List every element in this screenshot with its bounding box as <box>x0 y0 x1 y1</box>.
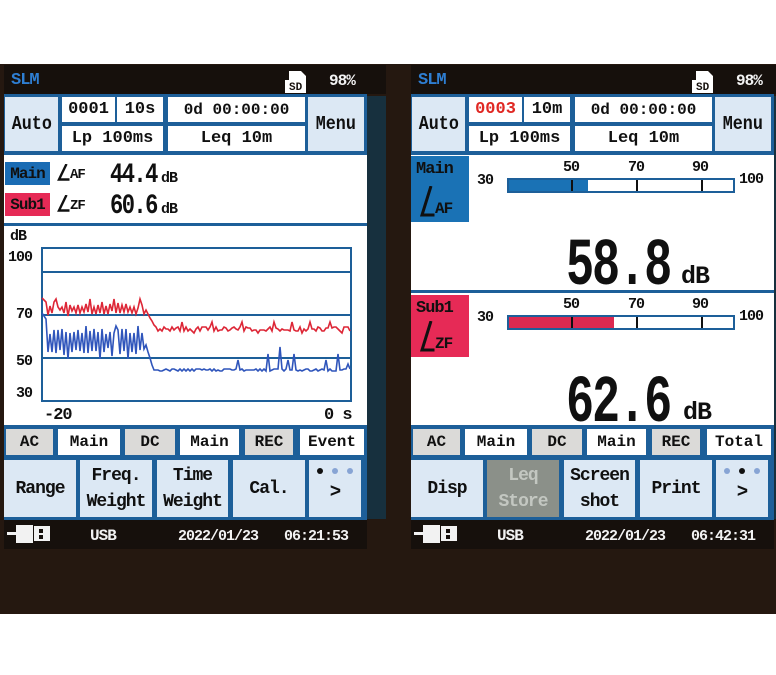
svg-text:SD: SD <box>289 82 303 93</box>
svg-text:SD: SD <box>696 82 710 93</box>
